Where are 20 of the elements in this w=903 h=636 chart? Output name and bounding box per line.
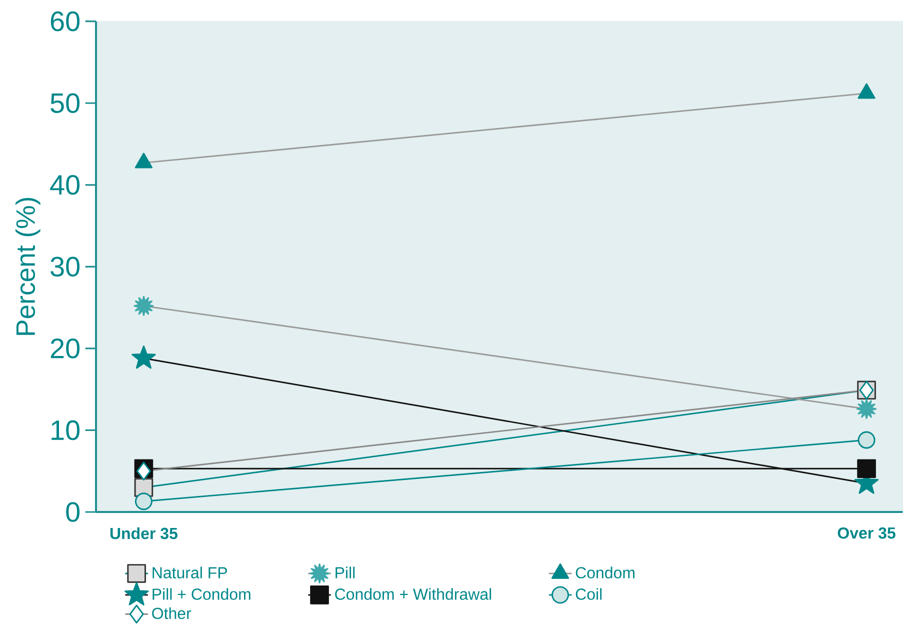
point xyxy=(858,431,876,449)
y-axis-title: Percent (%) xyxy=(15,198,40,335)
x-tick-label: Over 35 xyxy=(838,527,896,539)
y-tick-label: 40 xyxy=(50,174,80,195)
legend-label: Pill + Condom xyxy=(152,588,250,600)
legend-label: Pill xyxy=(336,566,355,578)
y-tick-label: 0 xyxy=(66,502,80,522)
legend-label: Condom + Withdrawal xyxy=(335,588,492,600)
y-tick-label: 50 xyxy=(50,93,80,114)
y-tick-label: 60 xyxy=(50,11,80,32)
legend-label: Other xyxy=(152,607,192,620)
x-tick-label: Under 35 xyxy=(110,527,178,540)
legend-label: Natural FP xyxy=(152,566,227,578)
y-tick-label: 10 xyxy=(52,420,80,440)
legend-label: Condom xyxy=(576,566,634,578)
y-tick-label: 20 xyxy=(50,338,80,358)
point xyxy=(134,492,152,510)
y-tick-label: 30 xyxy=(50,256,80,277)
point xyxy=(857,459,876,478)
legend-label: Coil xyxy=(576,588,602,600)
